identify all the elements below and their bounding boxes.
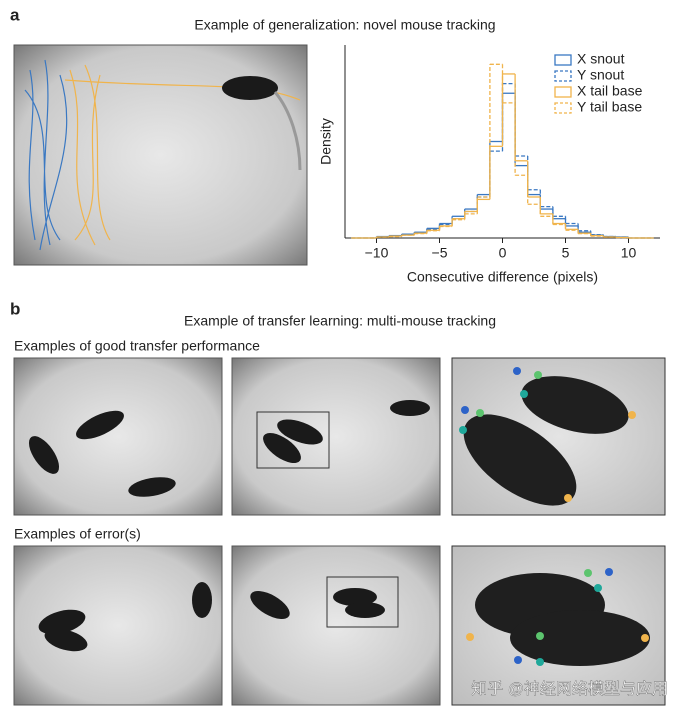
legend-label: Y tail base [577,99,642,115]
legend-label: X snout [577,51,625,67]
photo-row-good [13,357,666,516]
legend-label: Y snout [577,67,624,83]
row-caption: Examples of error(s) [14,526,141,542]
legend-swatch [554,54,572,66]
x-tick-label: −10 [365,245,389,261]
photo-row-error [13,545,666,706]
watermark: 知乎 @神经网络模型与应用 [471,679,668,698]
x-tick-label: 0 [499,245,507,261]
panel-label: b [10,299,20,318]
row-caption: Examples of good transfer performance [14,338,260,354]
x-tick-label: 5 [562,245,570,261]
panel-title: Example of generalization: novel mouse t… [194,17,495,33]
panel-label: a [10,5,20,24]
panel-title: Example of transfer learning: multi-mous… [184,313,496,329]
legend-label: X tail base [577,83,643,99]
tracking-photo [13,44,308,266]
x-tick-label: −5 [432,245,448,261]
x-axis-label: Consecutive difference (pixels) [407,269,598,285]
legend-swatch [554,70,572,82]
x-tick-label: 10 [621,245,637,261]
y-axis-label: Density [318,118,334,165]
legend-swatch [554,102,572,114]
legend-swatch [554,86,572,98]
